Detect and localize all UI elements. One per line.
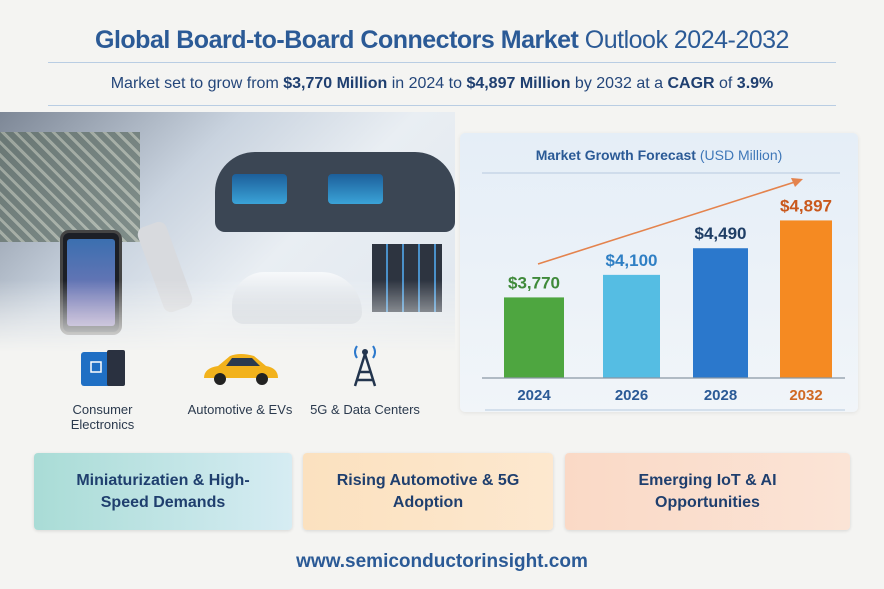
subtitle-text: in 2024 to (387, 75, 467, 92)
value-label: $4,490 (695, 224, 747, 243)
subtitle-text: Market set to grow from (110, 75, 284, 92)
page-title: Global Board-to-Board Connectors Market … (0, 26, 884, 55)
applications-collage-image (0, 112, 455, 352)
card-text: Emerging IoT & AI Opportunities (638, 471, 777, 511)
segment-automotive: Automotive & EVs (180, 340, 300, 417)
title-main: Global Board-to-Board Connectors Market (95, 26, 579, 54)
cagr-label: CAGR (667, 75, 715, 92)
subtitle-text: by 2032 at a (570, 75, 668, 92)
cell-tower-icon (305, 340, 425, 388)
segment-label: Consumer Electronics (70, 402, 135, 432)
segment-5g-data-centers: 5G & Data Centers (305, 340, 425, 417)
market-growth-chart: Market Growth Forecast (USD Million) $3,… (460, 133, 858, 412)
car-icon (180, 340, 300, 388)
driver-card-iot-ai: Emerging IoT & AI Opportunities (565, 453, 850, 530)
chart-svg: $3,770 2024 $4,100 2026 $4,490 2028 $4,897 2032 (482, 172, 845, 411)
subtitle: Market set to grow from $3,770 Million i… (0, 75, 884, 93)
segment-label: 5G & Data Centers (310, 402, 420, 417)
bar-2028 (693, 248, 748, 378)
card-text: Rising Automotive & 5G Adoption (336, 471, 520, 511)
x-tick-label: 2024 (517, 387, 551, 404)
bar-2032 (780, 220, 832, 378)
divider (48, 105, 836, 106)
start-value: $3,770 Million (283, 75, 388, 92)
cagr-value: 3.9% (736, 75, 774, 92)
bar-2024 (504, 297, 564, 378)
segment-consumer-electronics: Consumer Electronics (40, 340, 165, 432)
device-icon (40, 340, 165, 388)
driver-card-miniaturization: Miniaturizatien & High-Speed Demands (34, 453, 292, 530)
chart-title-text: Market Growth Forecast (535, 147, 696, 163)
end-value: $4,897 Million (466, 75, 571, 92)
x-tick-label: 2032 (789, 387, 822, 404)
x-tick-label: 2028 (704, 387, 737, 404)
trend-arrow (537, 180, 799, 265)
segment-label: Automotive & EVs (187, 402, 293, 417)
x-tick-label: 2026 (615, 387, 648, 404)
title-years: Outlook 2024-2032 (584, 26, 790, 54)
website-link[interactable]: www.semiconductorinsight.com (296, 551, 588, 572)
chart-title: Market Growth Forecast (USD Million) (460, 147, 858, 163)
bar-2026 (603, 274, 660, 378)
driver-card-automotive-5g: Rising Automotive & 5G Adoption (303, 453, 553, 530)
value-label: $4,897 (780, 196, 832, 215)
value-label: $4,100 (606, 251, 658, 270)
value-label: $3,770 (508, 273, 560, 292)
chart-unit: (USD Million) (699, 147, 783, 163)
trend-arrow-head (791, 178, 803, 187)
subtitle-text: of (714, 75, 737, 92)
card-text: Miniaturizatien & High-Speed Demands (76, 471, 250, 511)
divider (48, 62, 836, 63)
